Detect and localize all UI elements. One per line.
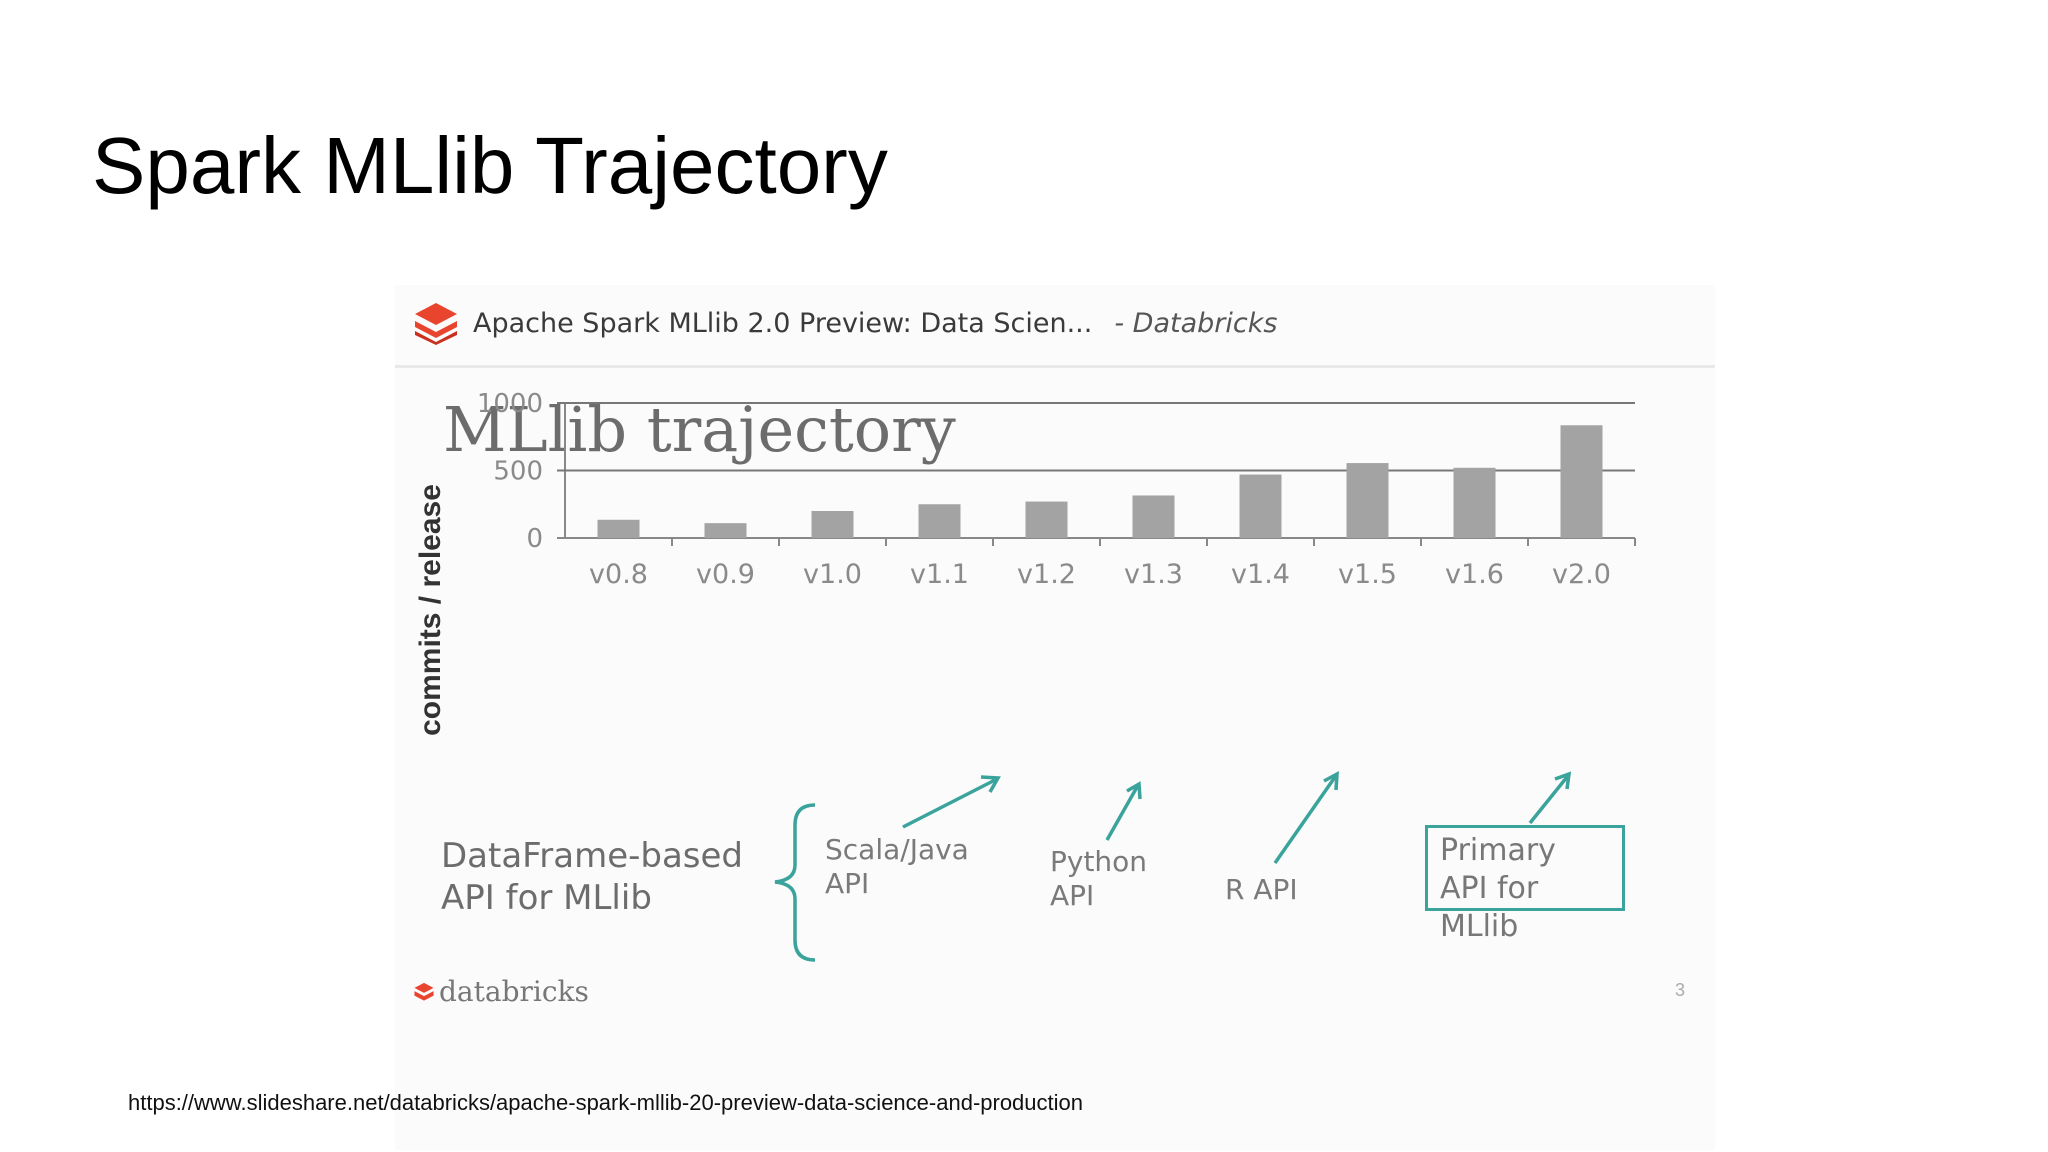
arrow-primary-head (1554, 771, 1572, 790)
source-url[interactable]: https://www.slideshare.net/databricks/ap… (128, 1090, 1084, 1115)
arrow-scala-head (980, 775, 1001, 793)
x-tick-label: v1.4 (1231, 559, 1290, 590)
x-tick-label: v2.0 (1552, 559, 1611, 590)
y-tick-label: 500 (493, 457, 543, 487)
x-tick-label: v1.6 (1445, 559, 1504, 590)
arrow-python (1105, 786, 1139, 841)
footer-logo-text: databricks (439, 975, 589, 1008)
bar-v1.2 (1025, 501, 1068, 538)
note-r-api: R API (1225, 873, 1298, 906)
y-tick-label: 1000 (477, 389, 543, 419)
page-number: 3 (1675, 980, 1686, 1000)
inner-slide-title: MLlib trajectory (443, 393, 956, 466)
x-tick-label: v1.0 (803, 559, 862, 590)
brace-label: DataFrame-based API for MLlib (441, 836, 744, 918)
x-tick-label: v0.9 (696, 559, 755, 590)
x-tick-label: v1.1 (910, 559, 969, 590)
bar-v1.5 (1346, 463, 1389, 538)
bar-v1.6 (1453, 467, 1496, 538)
embedded-slide: Apache Spark MLlib 2.0 Preview: Data Sci… (395, 285, 1715, 1150)
databricks-logo-icon (415, 303, 457, 345)
bar-v1.1 (918, 504, 961, 538)
footer-logo: databricks (413, 975, 589, 1008)
bar-v1.0 (811, 511, 854, 538)
y-axis-label: commits / release (414, 484, 447, 736)
arrow-primary (1528, 775, 1569, 825)
bar-v0.8 (597, 519, 640, 538)
bar-v1.3 (1132, 495, 1175, 538)
annotation-arrows (774, 770, 1572, 962)
embed-header: Apache Spark MLlib 2.0 Preview: Data Sci… (413, 299, 1277, 347)
bar-v1.4 (1239, 474, 1282, 538)
arrow-python-head (1126, 781, 1142, 800)
bar-v2.0 (1560, 425, 1603, 538)
x-tick-label: v1.2 (1017, 559, 1076, 590)
note-scala-java-api: Scala/Java API (825, 833, 969, 900)
arrow-scala (902, 778, 996, 829)
x-tick-label: v0.8 (589, 559, 648, 590)
note-python-api: Python API (1050, 845, 1148, 912)
bar-v0.9 (704, 523, 747, 538)
note-primary-api: Primary API for MLlib (1425, 825, 1625, 944)
brace (774, 803, 816, 962)
x-tick-label: v1.5 (1338, 559, 1397, 590)
embed-divider (395, 365, 1715, 368)
x-tick-label: v1.3 (1124, 559, 1183, 590)
arrow-r (1273, 775, 1337, 865)
y-tick-label: 0 (526, 524, 543, 554)
embed-header-source: - Databricks (1114, 307, 1278, 339)
slide-title: Spark MLlib Trajectory (92, 121, 888, 210)
commits-bar-chart: 0 500 1000 v0.8 v0.9 v1.0 v1.1 v1.2 v1.3 v1.4 v1.… (414, 389, 1636, 962)
databricks-footer-icon (414, 982, 434, 1001)
arrow-r-head (1323, 770, 1339, 791)
embed-header-title[interactable]: Apache Spark MLlib 2.0 Preview: Data Sci… (473, 307, 1093, 339)
